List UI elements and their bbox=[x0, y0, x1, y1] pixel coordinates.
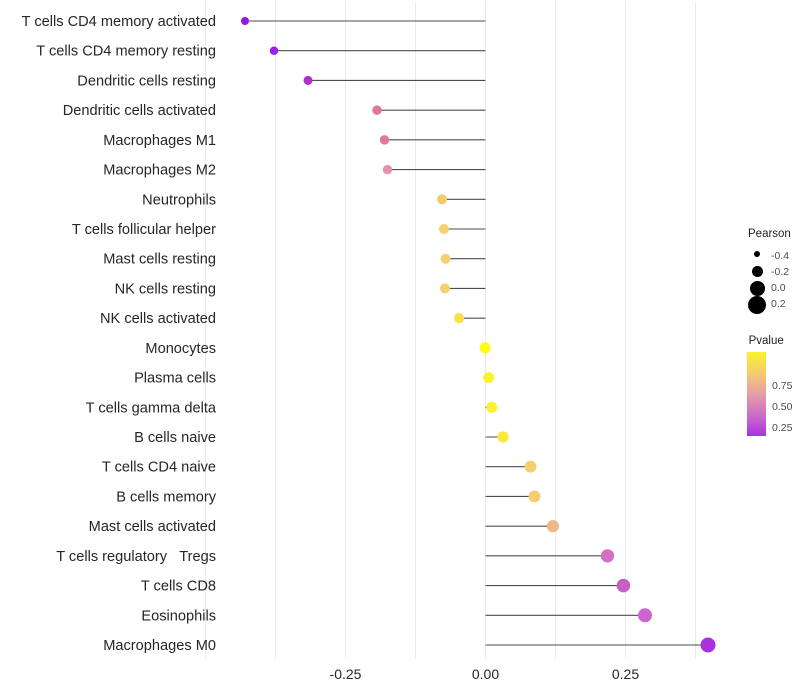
svg-text:-0.25: -0.25 bbox=[330, 666, 362, 682]
svg-text:T cells CD8: T cells CD8 bbox=[141, 579, 216, 595]
svg-text:T cells CD4 naive: T cells CD4 naive bbox=[102, 460, 216, 476]
svg-text:T cells gamma delta: T cells gamma delta bbox=[86, 400, 217, 416]
svg-text:Dendritic cells resting: Dendritic cells resting bbox=[77, 73, 216, 89]
svg-text:Monocytes: Monocytes bbox=[145, 341, 216, 357]
svg-text:T cells CD4 memory resting: T cells CD4 memory resting bbox=[36, 44, 216, 60]
svg-text:T cells follicular helper: T cells follicular helper bbox=[72, 222, 216, 238]
svg-text:Macrophages M1: Macrophages M1 bbox=[103, 133, 216, 149]
svg-text:Mast cells activated: Mast cells activated bbox=[89, 519, 216, 535]
svg-text:Plasma cells: Plasma cells bbox=[134, 371, 216, 387]
svg-text:B cells naive: B cells naive bbox=[134, 430, 216, 446]
svg-text:0.25: 0.25 bbox=[612, 666, 639, 682]
svg-text:0.00: 0.00 bbox=[472, 666, 499, 682]
svg-text:NK cells resting: NK cells resting bbox=[115, 281, 216, 297]
svg-text:Eosinophils: Eosinophils bbox=[141, 608, 216, 624]
svg-text:NK cells activated: NK cells activated bbox=[100, 311, 216, 327]
svg-text:Dendritic cells activated: Dendritic cells activated bbox=[63, 103, 216, 119]
svg-text:Macrophages M0: Macrophages M0 bbox=[103, 638, 216, 654]
svg-text:Mast cells resting: Mast cells resting bbox=[103, 252, 216, 268]
svg-text:Neutrophils: Neutrophils bbox=[142, 192, 216, 208]
svg-text:B cells memory: B cells memory bbox=[116, 489, 216, 505]
svg-text:Macrophages M2: Macrophages M2 bbox=[103, 163, 216, 179]
svg-text:T cells CD4 memory activated: T cells CD4 memory activated bbox=[22, 14, 216, 30]
svg-text:T cells regulatory Tregs: T cells regulatory Tregs bbox=[56, 549, 216, 565]
